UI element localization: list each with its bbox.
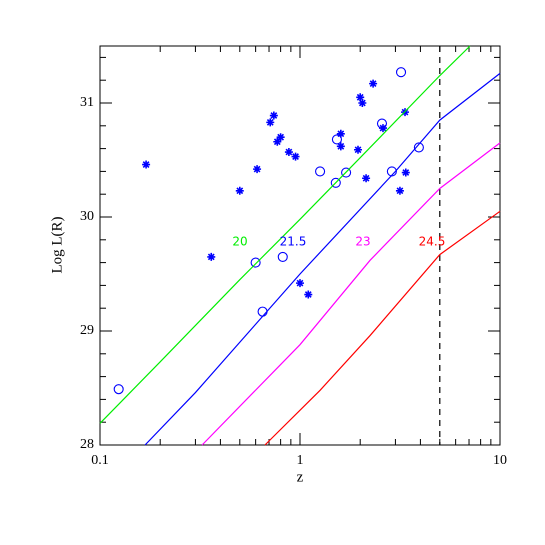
point — [207, 252, 216, 261]
point — [354, 145, 363, 154]
point — [315, 166, 326, 177]
point — [235, 186, 244, 195]
point — [253, 165, 262, 174]
x-tick-label: 0.1 — [91, 453, 109, 468]
point — [257, 306, 268, 317]
point — [250, 257, 261, 268]
point — [296, 279, 304, 288]
y-tick-label: 29 — [80, 323, 94, 338]
point — [395, 67, 407, 78]
point — [142, 160, 151, 169]
y-tick-label: 31 — [80, 95, 94, 110]
point — [273, 137, 282, 146]
curve — [99, 45, 471, 424]
point — [395, 186, 404, 195]
point — [330, 177, 341, 188]
point — [277, 251, 288, 262]
point — [401, 168, 410, 177]
point — [413, 142, 424, 153]
y-tick-label: 28 — [80, 437, 94, 452]
point — [276, 133, 285, 142]
point — [356, 93, 365, 102]
point — [341, 167, 352, 178]
point — [331, 134, 342, 145]
point — [336, 129, 345, 138]
point — [376, 118, 388, 129]
curve — [144, 72, 501, 446]
point — [304, 290, 313, 299]
curve — [264, 210, 501, 446]
x-tick-label: 1 — [297, 453, 304, 468]
y-tick-label: 30 — [80, 209, 94, 224]
point — [284, 148, 293, 157]
point — [362, 174, 371, 183]
point — [291, 152, 300, 161]
point — [269, 111, 278, 120]
curve-label: 21.5 — [280, 235, 307, 249]
x-axis-label: z — [297, 469, 304, 485]
x-tick-label: 10 — [493, 453, 507, 468]
y-axis-label: Log L(R) — [49, 216, 65, 273]
point — [336, 142, 345, 151]
point — [113, 384, 124, 395]
curve-label: 23 — [355, 235, 370, 249]
point — [358, 99, 367, 107]
curve-label: 24.5 — [419, 235, 446, 249]
point — [369, 79, 378, 88]
curve — [201, 142, 501, 446]
point — [266, 118, 275, 127]
curve-label: 20 — [232, 235, 247, 249]
